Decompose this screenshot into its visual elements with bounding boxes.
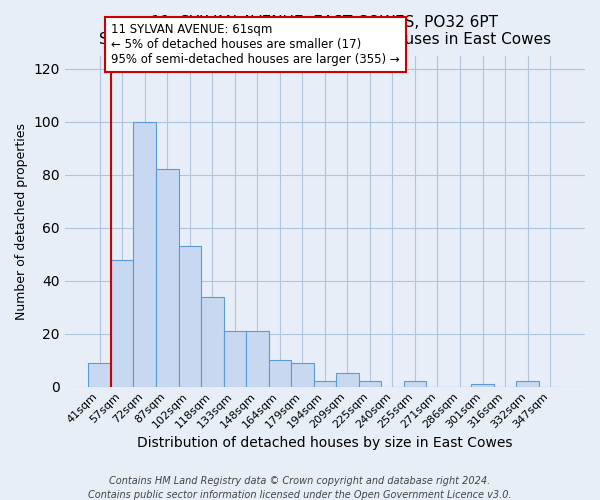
Bar [111, 260, 133, 386]
Bar [133, 122, 156, 386]
Bar [517, 382, 539, 386]
Bar [156, 170, 179, 386]
Bar [336, 374, 359, 386]
Title: 11, SYLVAN AVENUE, EAST COWES, PO32 6PT
Size of property relative to detached ho: 11, SYLVAN AVENUE, EAST COWES, PO32 6PT … [99, 15, 551, 48]
Text: Contains HM Land Registry data © Crown copyright and database right 2024.
Contai: Contains HM Land Registry data © Crown c… [88, 476, 512, 500]
Bar [88, 363, 111, 386]
Bar [291, 363, 314, 386]
Bar [224, 331, 246, 386]
X-axis label: Distribution of detached houses by size in East Cowes: Distribution of detached houses by size … [137, 436, 512, 450]
Bar [471, 384, 494, 386]
Bar [404, 382, 426, 386]
Bar [359, 382, 381, 386]
Y-axis label: Number of detached properties: Number of detached properties [15, 122, 28, 320]
Bar [269, 360, 291, 386]
Text: 11 SYLVAN AVENUE: 61sqm
← 5% of detached houses are smaller (17)
95% of semi-det: 11 SYLVAN AVENUE: 61sqm ← 5% of detached… [111, 23, 400, 66]
Bar [314, 382, 336, 386]
Bar [179, 246, 201, 386]
Bar [246, 331, 269, 386]
Bar [201, 296, 224, 386]
